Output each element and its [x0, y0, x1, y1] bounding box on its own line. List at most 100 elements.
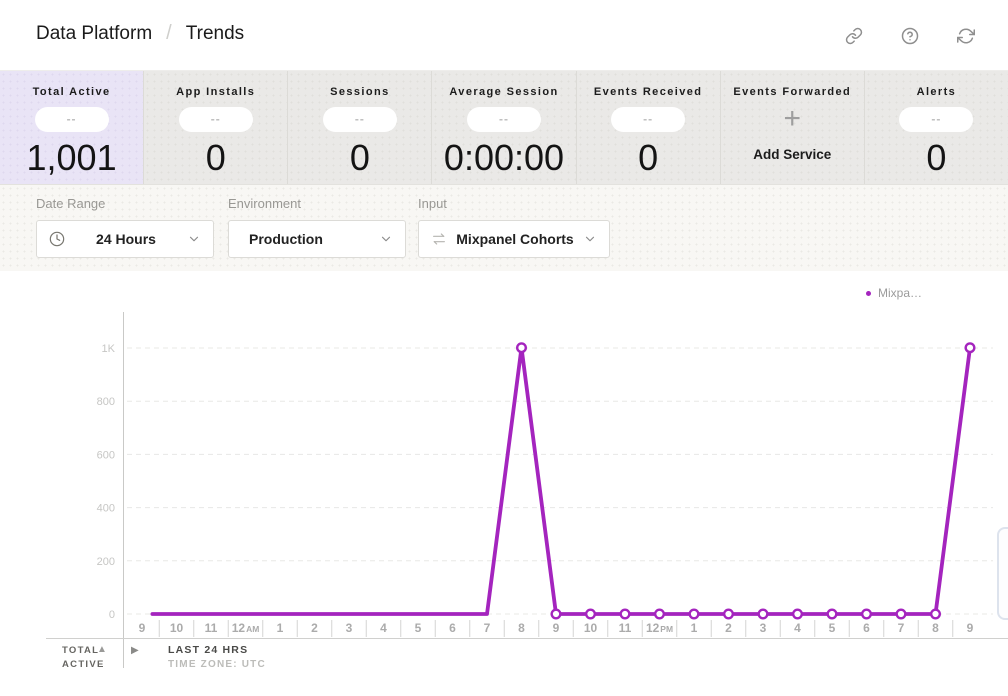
metric-change-pill: -- [466, 107, 541, 132]
filter-input: Input Mixpanel Cohorts [418, 196, 610, 258]
breadcrumb-section[interactable]: Data Platform [36, 22, 153, 44]
x-axis-label: 9 [553, 621, 560, 635]
metric-card-events-received[interactable]: Events Received -- 0 [576, 71, 721, 184]
series-line [150, 345, 972, 616]
footer-metric-name: TOTAL ACTIVE [62, 644, 105, 672]
legend-label: Mixpa… [878, 286, 923, 300]
y-axis-label: 200 [97, 556, 115, 568]
data-point-marker[interactable] [757, 608, 769, 620]
data-point-marker[interactable] [688, 608, 700, 620]
metric-label: Events Forwarded [733, 86, 852, 98]
metric-card-sessions[interactable]: Sessions -- 0 [288, 71, 433, 184]
metric-value: 0 [638, 137, 659, 178]
metric-value: 0 [926, 137, 947, 178]
triangle-right-icon[interactable]: ▶ [131, 645, 139, 656]
y-axis-label: 800 [97, 396, 115, 408]
line-chart: 0 200 400 600 800 1K 9 10 11 12AM 1 2 3 4 5 6 7 8 9 10 11 12P… [46, 312, 1008, 668]
chevron-down-icon [187, 232, 201, 246]
data-point-marker[interactable] [826, 608, 838, 620]
metric-change-pill: -- [178, 107, 253, 132]
x-axis-label: 8 [932, 621, 939, 635]
x-axis-label: 7 [898, 621, 905, 635]
filter-environment: Environment Production [228, 196, 406, 258]
refresh-icon[interactable] [957, 27, 975, 45]
date-range-dropdown[interactable]: 24 Hours [36, 220, 214, 258]
x-axis-label: 12AM [232, 621, 260, 635]
x-axis-label: 12PM [646, 621, 673, 635]
metric-value: 0 [349, 137, 370, 178]
x-axis-label: 10 [170, 621, 184, 635]
metric-label: Average Session [449, 86, 559, 98]
data-point-marker[interactable] [723, 608, 735, 620]
x-axis-label: 4 [794, 621, 801, 635]
data-point-marker[interactable] [585, 608, 597, 620]
plus-icon: + [783, 102, 802, 135]
add-service-button[interactable]: Add Service [753, 147, 832, 162]
x-axis-label: 4 [380, 621, 387, 635]
x-axis-label: 7 [484, 621, 491, 635]
metric-change-pill: -- [322, 107, 397, 132]
metric-value: 0:00:00 [443, 137, 565, 178]
filter-label: Environment [228, 196, 301, 211]
edge-floating-panel[interactable] [997, 527, 1008, 620]
environment-dropdown[interactable]: Production [228, 220, 406, 258]
filter-label: Input [418, 196, 447, 211]
breadcrumb-page: Trends [185, 22, 245, 44]
data-point-marker[interactable] [964, 342, 976, 354]
x-axis-label: 1 [691, 621, 698, 635]
x-axis-label: 2 [311, 621, 318, 635]
help-icon[interactable] [901, 27, 919, 45]
metric-label: Total Active [32, 86, 111, 98]
metric-card-events-forwarded[interactable]: Events Forwarded + Add Service [720, 71, 865, 184]
x-axis-label: 9 [967, 621, 974, 635]
footer-metric-line1: TOTAL [62, 645, 100, 656]
chevron-down-icon [583, 232, 597, 246]
trends-chart: 0 200 400 600 800 1K 9 10 11 12AM 1 2 3 4 5 6 7 8 9 10 11 12P… [0, 271, 1008, 696]
metrics-row: Total Active -- 1,001 App Installs -- 0 … [0, 71, 1008, 185]
x-axis-label: 9 [139, 621, 146, 635]
input-dropdown[interactable]: Mixpanel Cohorts [418, 220, 610, 258]
x-axis-label: 11 [619, 621, 632, 635]
metric-change-pill: -- [899, 107, 974, 132]
footer-range-label: LAST 24 HRS [168, 644, 249, 656]
clock-icon [49, 231, 65, 247]
x-axis-label: 8 [518, 621, 525, 635]
environment-value: Production [249, 231, 323, 247]
y-axis-label: 1K [102, 343, 116, 355]
data-point-marker[interactable] [792, 608, 804, 620]
link-icon[interactable] [845, 27, 863, 45]
data-point-marker[interactable] [619, 608, 631, 620]
x-axis-label: 6 [449, 621, 456, 635]
data-point-marker[interactable] [654, 608, 666, 620]
data-point-marker[interactable] [861, 608, 873, 620]
date-range-value: 24 Hours [96, 231, 156, 247]
data-point-marker[interactable] [895, 608, 907, 620]
filter-date-range: Date Range 24 Hours [36, 196, 214, 258]
metric-change-pill: -- [34, 107, 109, 132]
x-axis-label: 11 [205, 621, 218, 635]
data-point-marker[interactable] [930, 608, 942, 620]
metric-label: Events Received [593, 86, 703, 98]
y-axis-label: 400 [97, 503, 115, 515]
breadcrumb: Data Platform / Trends [36, 22, 244, 45]
filters-bar: Date Range 24 Hours Environment Producti… [0, 185, 1008, 271]
metric-card-total-active[interactable]: Total Active -- 1,001 [0, 71, 145, 184]
metric-value: 1,001 [26, 137, 117, 178]
footer-metric-line2: ACTIVE [62, 659, 105, 670]
breadcrumb-separator: / [166, 22, 172, 44]
x-axis-label: 3 [346, 621, 353, 635]
data-point-marker[interactable] [516, 342, 528, 354]
filter-label: Date Range [36, 196, 106, 211]
metric-label: Alerts [916, 86, 957, 98]
legend-dot [866, 290, 871, 296]
legend-item[interactable]: Mixpa… [866, 286, 922, 300]
metric-card-average-session[interactable]: Average Session -- 0:00:00 [432, 71, 577, 184]
metric-card-alerts[interactable]: Alerts -- 0 [864, 71, 1008, 184]
input-value: Mixpanel Cohorts [456, 231, 574, 247]
metric-card-app-installs[interactable]: App Installs -- 0 [144, 71, 289, 184]
header: Data Platform / Trends [0, 0, 1008, 71]
triangle-up-icon[interactable]: ▲ [97, 644, 107, 655]
data-point-marker[interactable] [550, 608, 562, 620]
x-axis-label: 2 [725, 621, 732, 635]
